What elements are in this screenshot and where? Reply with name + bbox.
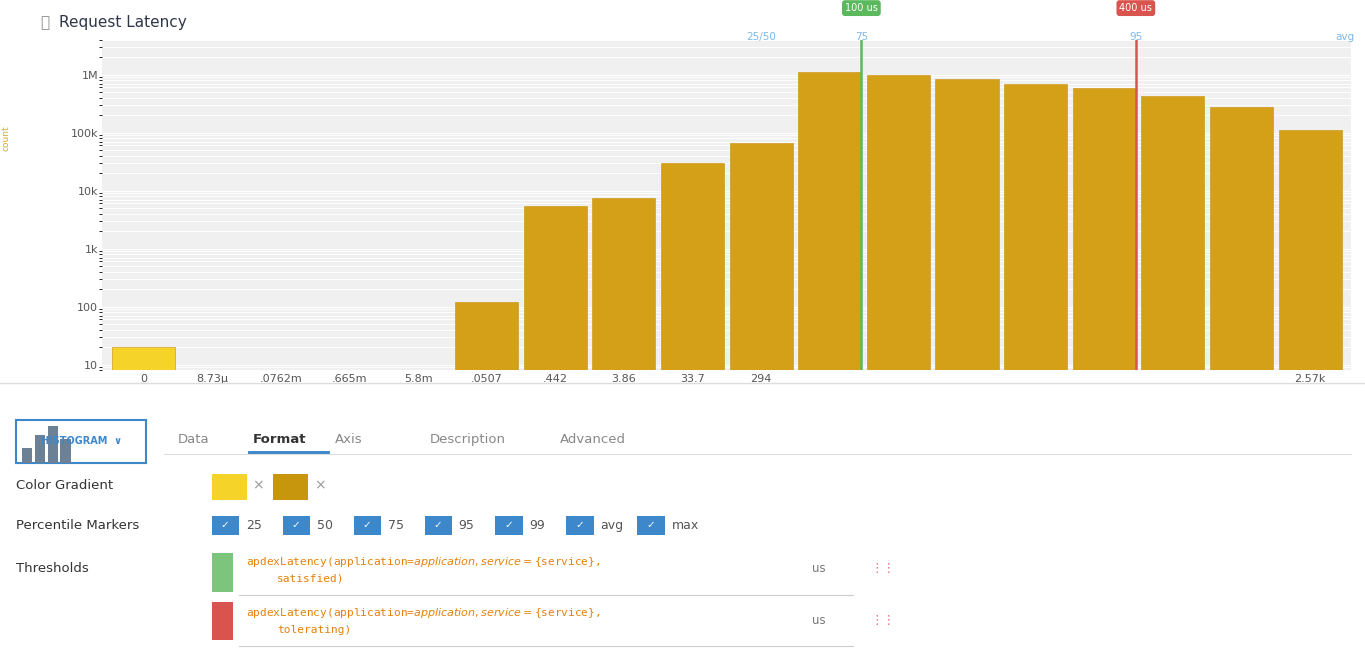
Text: apdexLatency(application=${application}, service=${service},: apdexLatency(application=${application},… [246, 555, 601, 569]
Text: ✓: ✓ [363, 520, 371, 531]
Bar [661, 163, 723, 661]
Text: 75: 75 [388, 519, 404, 532]
Text: 95: 95 [459, 519, 475, 532]
Text: ⋮⋮: ⋮⋮ [871, 613, 895, 627]
Text: HISTOGRAM  ∨: HISTOGRAM ∨ [41, 436, 121, 446]
Text: count: count [1, 126, 11, 151]
Text: satisfied): satisfied) [277, 573, 344, 584]
Bar [1141, 96, 1204, 661]
Bar [1005, 83, 1067, 661]
Bar [524, 206, 587, 661]
Text: Axis: Axis [334, 433, 362, 446]
Text: Percentile Markers: Percentile Markers [16, 519, 139, 532]
Bar [34, 435, 45, 463]
Text: ✓: ✓ [576, 520, 584, 531]
Bar [386, 370, 449, 661]
Text: 75: 75 [854, 32, 868, 42]
Text: ✓: ✓ [434, 520, 442, 531]
Text: 25: 25 [246, 519, 262, 532]
Text: Thresholds: Thresholds [16, 562, 89, 575]
Text: us: us [812, 613, 826, 627]
Text: Advanced: Advanced [560, 433, 625, 446]
Text: 100 us: 100 us [845, 3, 878, 13]
Bar [455, 302, 519, 661]
Bar [112, 347, 175, 661]
Text: ✓: ✓ [505, 520, 513, 531]
Text: avg: avg [1335, 32, 1354, 42]
Text: 95: 95 [1129, 32, 1143, 42]
Text: tolerating): tolerating) [277, 625, 351, 635]
Bar [60, 439, 71, 463]
Bar [22, 447, 31, 463]
Text: Description: Description [430, 433, 506, 446]
Bar [799, 72, 861, 661]
Text: Color Gradient: Color Gradient [16, 479, 113, 492]
Text: Request Latency: Request Latency [59, 15, 187, 30]
Bar [935, 79, 999, 661]
Text: Format: Format [253, 433, 306, 446]
Text: ✓: ✓ [221, 520, 229, 531]
Bar [592, 198, 655, 661]
Text: ✓: ✓ [647, 520, 655, 531]
Text: max: max [672, 519, 699, 532]
Text: 25/50: 25/50 [747, 32, 777, 42]
Text: ✓: ✓ [292, 520, 300, 531]
Bar [1209, 106, 1274, 661]
Text: us: us [812, 562, 826, 575]
Text: ×: × [314, 479, 326, 493]
Text: ⓘ: ⓘ [41, 15, 49, 30]
Text: ×: × [253, 479, 265, 493]
Text: 400 us: 400 us [1119, 3, 1152, 13]
Bar [48, 426, 57, 463]
Bar [730, 143, 793, 661]
Bar [1073, 89, 1136, 661]
Text: Data: Data [177, 433, 209, 446]
Text: apdexLatency(application=${application}, service=${service},: apdexLatency(application=${application},… [246, 606, 601, 621]
Text: ⋮⋮: ⋮⋮ [871, 562, 895, 575]
Bar [1279, 130, 1342, 661]
Text: avg: avg [601, 519, 624, 532]
Bar [867, 75, 930, 661]
Text: 99: 99 [530, 519, 546, 532]
Text: 50: 50 [317, 519, 333, 532]
